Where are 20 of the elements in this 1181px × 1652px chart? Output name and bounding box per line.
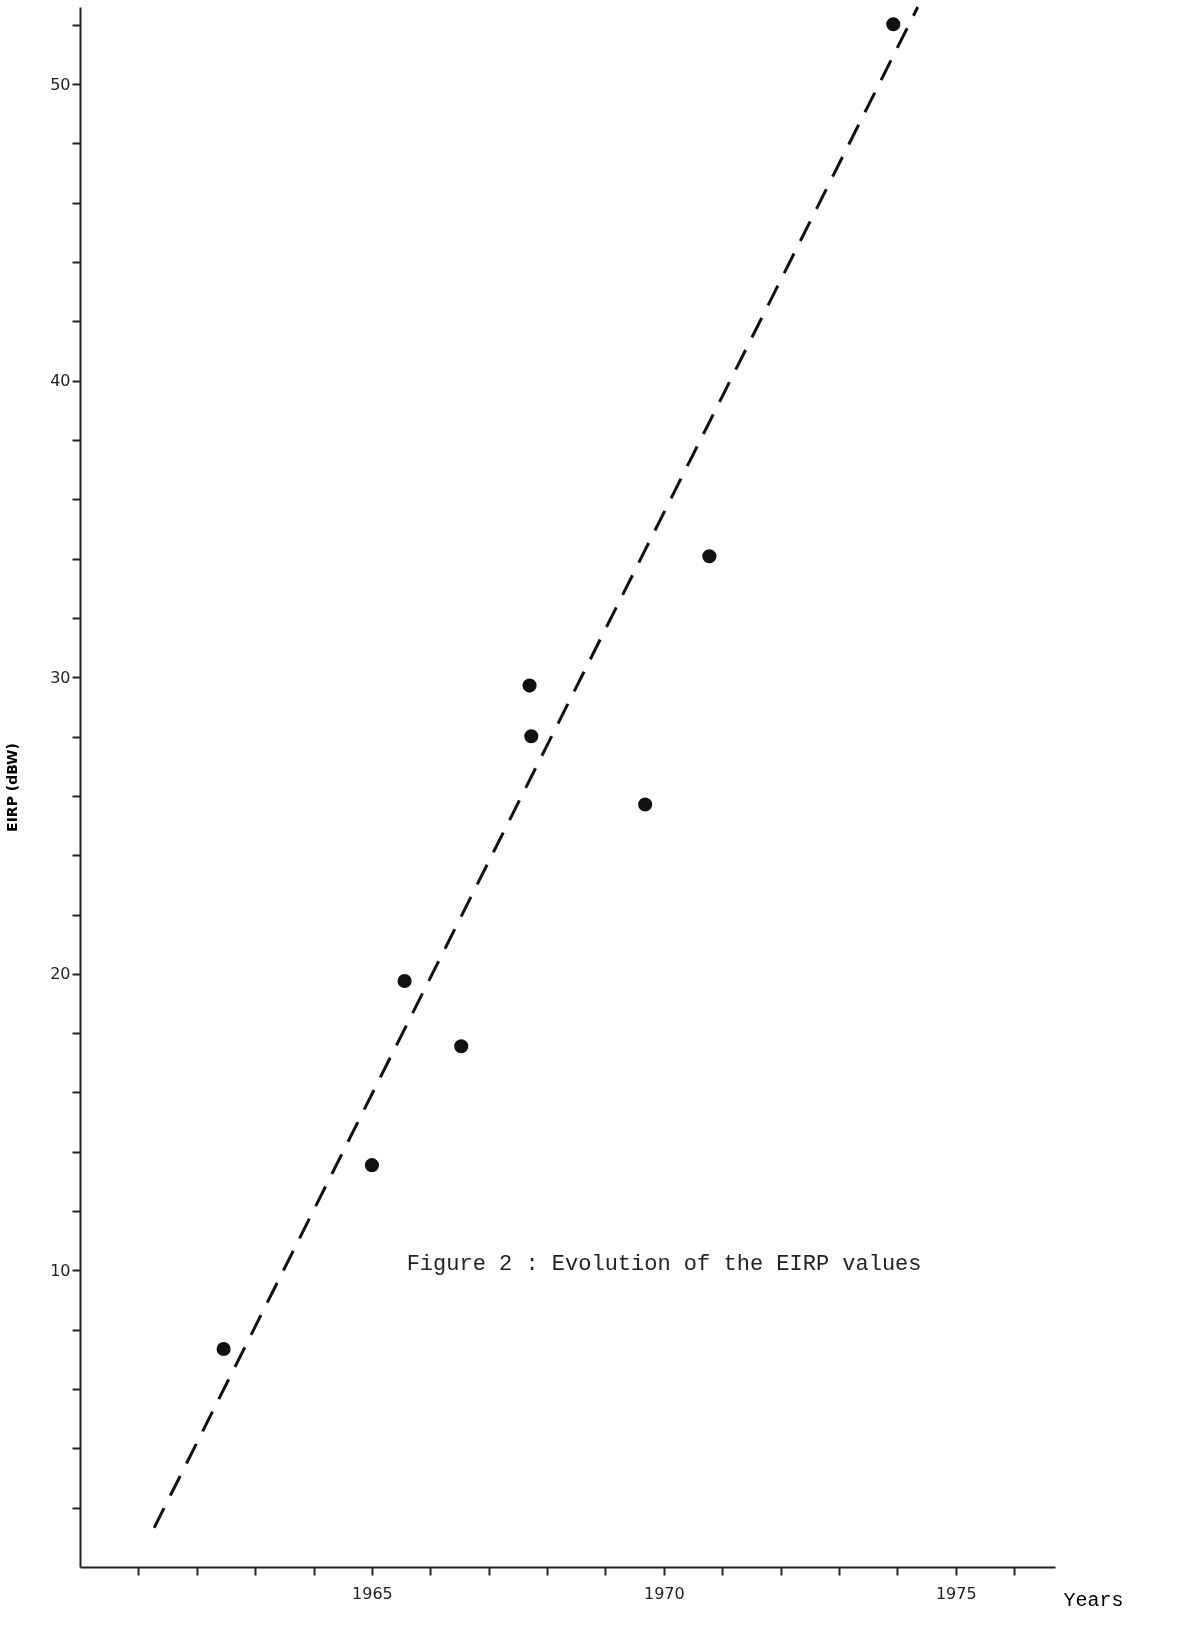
- x-tick-label: 1965: [352, 1583, 393, 1603]
- point: [216, 1341, 231, 1357]
- y-tick-label: 20: [50, 964, 71, 984]
- annotation: Figure 2 : Evolution of the EIRP values: [406, 1251, 922, 1277]
- point: [522, 678, 537, 693]
- y-axis-title: EIRP (dBW): [4, 743, 21, 832]
- point: [702, 549, 717, 564]
- y-tick-label: 30: [50, 667, 71, 687]
- point: [524, 729, 539, 744]
- point: [886, 17, 901, 32]
- y-tick-label: 40: [50, 371, 71, 391]
- point: [638, 797, 653, 812]
- y-tick-label: 50: [50, 74, 71, 94]
- point: [454, 1039, 469, 1054]
- x-tick-label: 1975: [935, 1583, 977, 1603]
- point: [397, 973, 412, 989]
- x-tick-label: 1970: [643, 1583, 685, 1603]
- x-axis-title: Years: [1063, 1588, 1124, 1612]
- y-tick-label: 10: [50, 1260, 71, 1280]
- point: [364, 1158, 379, 1173]
